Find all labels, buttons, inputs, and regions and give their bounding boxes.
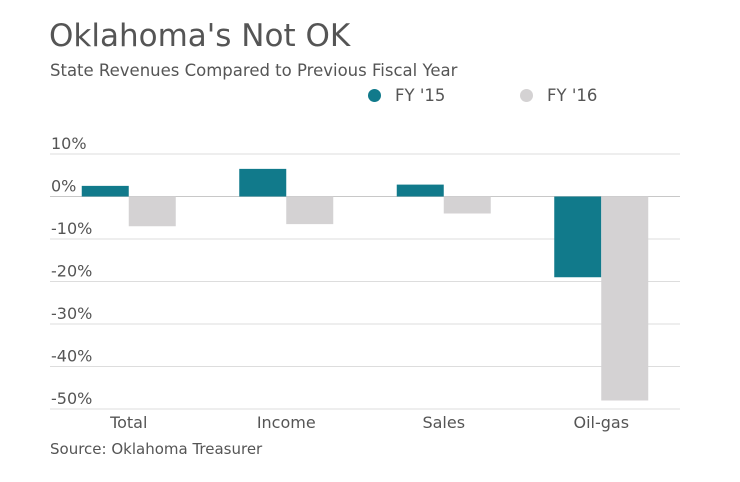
bar-total-fy16 — [128, 196, 176, 227]
legend-swatch-fy16 — [520, 89, 533, 102]
bar-oil-gas-fy15 — [554, 196, 602, 278]
bar-oil-gas-fy16 — [601, 196, 649, 401]
bar-sales-fy16 — [443, 196, 491, 214]
bar-income-fy15 — [239, 168, 287, 197]
bar-total-fy15 — [81, 185, 129, 197]
legend-swatch-fy15 — [368, 89, 381, 102]
y-tick-label: -50% — [51, 389, 92, 408]
legend-label-fy16: FY '16 — [547, 86, 598, 105]
x-tick-label-oil-gas: Oil-gas — [573, 413, 629, 432]
x-tick-label-income: Income — [257, 413, 316, 432]
source-note: Source: Oklahoma Treasurer — [50, 440, 263, 458]
bar-sales-fy15 — [396, 184, 444, 197]
bar-income-fy16 — [286, 196, 334, 225]
y-tick-label: 10% — [51, 134, 87, 153]
y-tick-label: -20% — [51, 262, 92, 281]
chart-subtitle: State Revenues Compared to Previous Fisc… — [50, 61, 458, 80]
x-tick-label-total: Total — [109, 413, 147, 432]
legend-label-fy15: FY '15 — [395, 86, 446, 105]
y-tick-label: -40% — [51, 347, 92, 366]
y-tick-label: 0% — [51, 177, 76, 196]
x-tick-label-sales: Sales — [422, 413, 465, 432]
y-tick-label: -10% — [51, 219, 92, 238]
y-tick-label: -30% — [51, 304, 92, 323]
chart-title: Oklahoma's Not OK — [49, 18, 351, 54]
legend-item-fy16: FY '16 — [520, 86, 597, 105]
legend-item-fy15: FY '15 — [368, 86, 445, 105]
